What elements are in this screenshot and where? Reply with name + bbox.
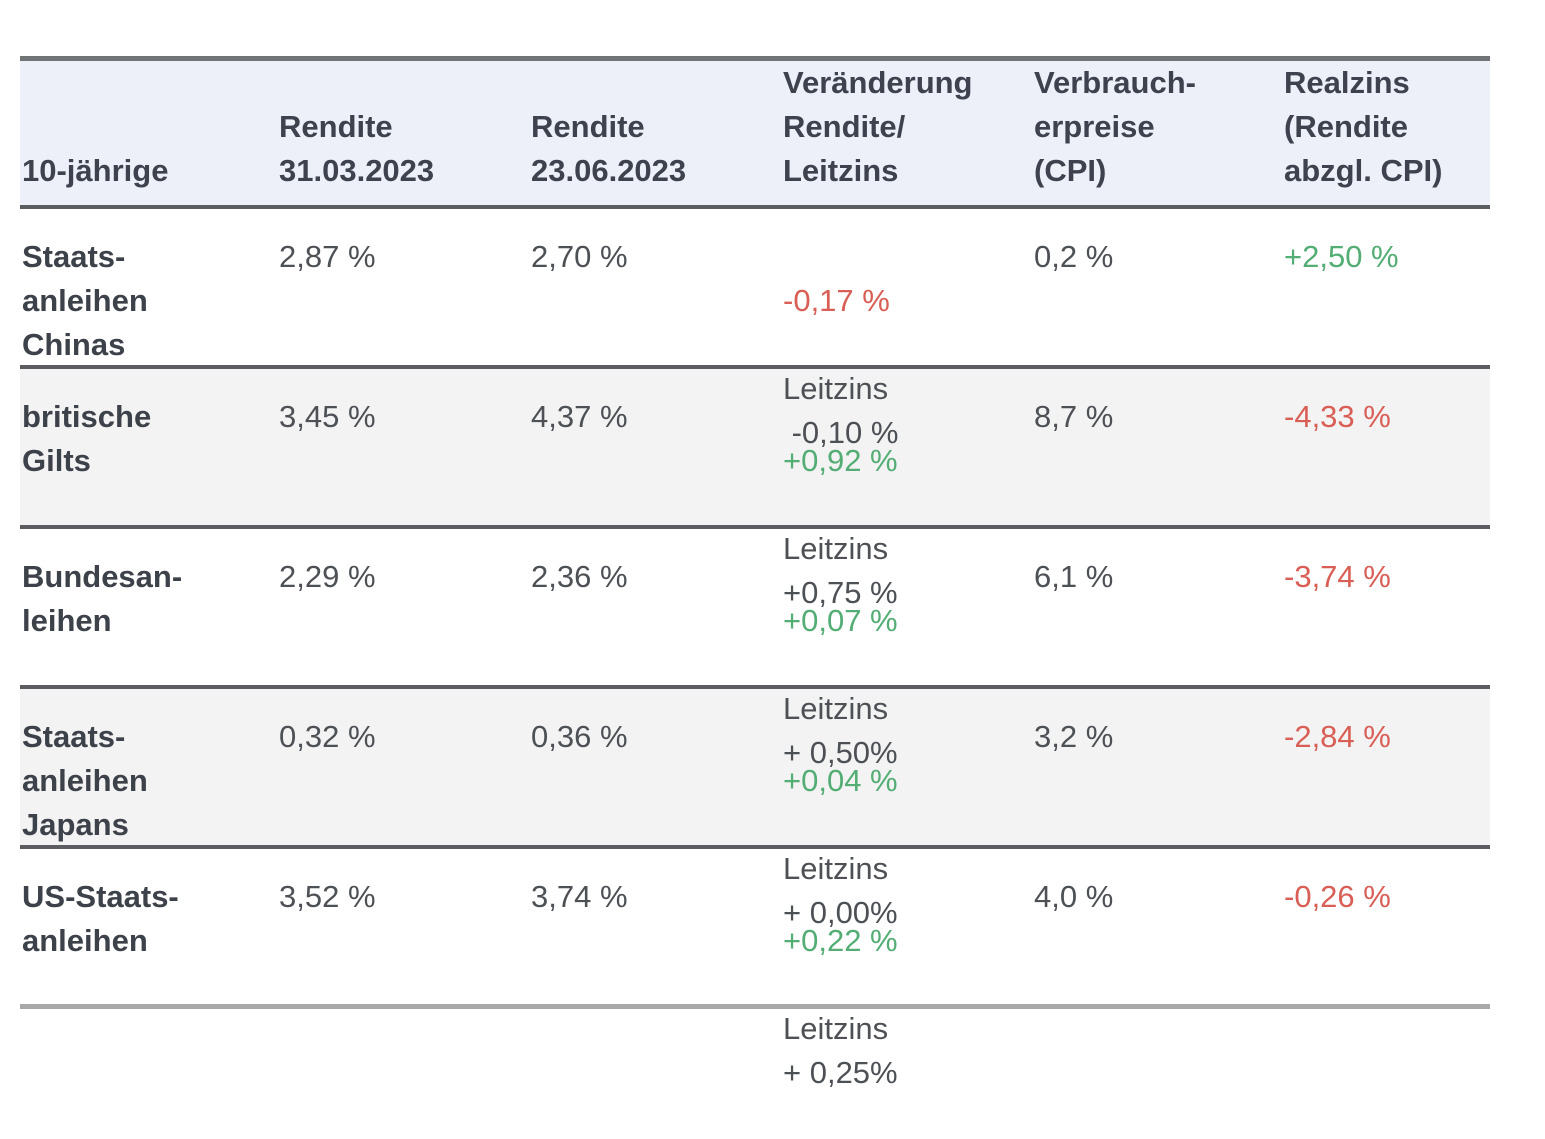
change-value: +0,07 % bbox=[783, 603, 898, 638]
cpi-value: 8,7 % bbox=[1034, 399, 1114, 434]
column-header-rendite-end: Rendite 23.06.2023 bbox=[531, 109, 687, 188]
column-header-bond: 10-jährige bbox=[22, 153, 169, 188]
realzins-value: -4,33 % bbox=[1284, 399, 1391, 434]
leitzins-note: Leitzins + 0,25% bbox=[783, 1011, 898, 1090]
change-value: +0,92 % bbox=[783, 443, 898, 478]
change-cell: +0,92 % Leitzins +0,75 % bbox=[781, 369, 1032, 659]
row-label: US-Staats- anleihen bbox=[22, 879, 179, 958]
realzins-value: +2,50 % bbox=[1284, 239, 1399, 274]
table-row-bund: Bundesan- leihen 2,29 % 2,36 % +0,07 % L… bbox=[20, 529, 1490, 770]
realzins-value: -0,26 % bbox=[1284, 879, 1391, 914]
rendite-start-value: 3,45 % bbox=[279, 399, 376, 434]
row-label: Staats- anleihen Chinas bbox=[22, 239, 148, 362]
leitzins-note: Leitzins -0,10 % bbox=[783, 371, 899, 450]
rendite-end-value: 3,74 % bbox=[531, 879, 628, 914]
row-label: Bundesan- leihen bbox=[22, 559, 183, 638]
row-label: britische Gilts bbox=[22, 399, 152, 478]
leitzins-note: Leitzins + 0,50% bbox=[783, 691, 898, 770]
table-row-us: US-Staats- anleihen 3,52 % 3,74 % +0,22 … bbox=[20, 849, 1490, 1090]
rendite-start-value: 0,32 % bbox=[279, 719, 376, 754]
change-cell: +0,04 % Leitzins + 0,00% bbox=[781, 689, 1032, 979]
change-value: +0,04 % bbox=[783, 763, 898, 798]
table-row-china: Staats- anleihen Chinas 2,87 % 2,70 % -0… bbox=[20, 209, 1490, 450]
change-value: -0,17 % bbox=[783, 283, 890, 318]
cpi-value: 6,1 % bbox=[1034, 559, 1114, 594]
cpi-value: 3,2 % bbox=[1034, 719, 1114, 754]
rendite-start-value: 2,87 % bbox=[279, 239, 376, 274]
leitzins-note: Leitzins +0,75 % bbox=[783, 531, 898, 610]
rendite-start-value: 2,29 % bbox=[279, 559, 376, 594]
row-label: Staats- anleihen Japans bbox=[22, 719, 148, 842]
table-row-japan: Staats- anleihen Japans 0,32 % 0,36 % +0… bbox=[20, 689, 1490, 930]
realzins-value: -2,84 % bbox=[1284, 719, 1391, 754]
column-header-change: Veränderung Rendite/ Leitzins bbox=[783, 65, 973, 188]
rendite-end-value: 0,36 % bbox=[531, 719, 628, 754]
realzins-value: -3,74 % bbox=[1284, 559, 1391, 594]
rendite-end-value: 2,70 % bbox=[531, 239, 628, 274]
cpi-value: 0,2 % bbox=[1034, 239, 1114, 274]
bond-yield-table: 10-jährige Rendite 31.03.2023 Rendite 23… bbox=[20, 56, 1490, 1090]
table-row-uk-gilts: britische Gilts 3,45 % 4,37 % +0,92 % Le… bbox=[20, 369, 1490, 610]
change-cell: +0,22 % Leitzins + 0,25% bbox=[781, 849, 1032, 1139]
rendite-start-value: 3,52 % bbox=[279, 879, 376, 914]
change-value: +0,22 % bbox=[783, 923, 898, 958]
column-header-rendite-start: Rendite 31.03.2023 bbox=[279, 109, 435, 188]
column-header-cpi: Verbrauch- erpreise (CPI) bbox=[1034, 65, 1196, 188]
rendite-end-value: 2,36 % bbox=[531, 559, 628, 594]
rendite-end-value: 4,37 % bbox=[531, 399, 628, 434]
change-cell: +0,07 % Leitzins + 0,50% bbox=[781, 529, 1032, 819]
table-header-row: 10-jährige Rendite 31.03.2023 Rendite 23… bbox=[20, 61, 1490, 209]
change-cell: -0,17 % Leitzins -0,10 % bbox=[781, 209, 1032, 499]
leitzins-note: Leitzins + 0,00% bbox=[783, 851, 898, 930]
column-header-realzins: Realzins (Rendite abzgl. CPI) bbox=[1284, 65, 1443, 188]
cpi-value: 4,0 % bbox=[1034, 879, 1114, 914]
